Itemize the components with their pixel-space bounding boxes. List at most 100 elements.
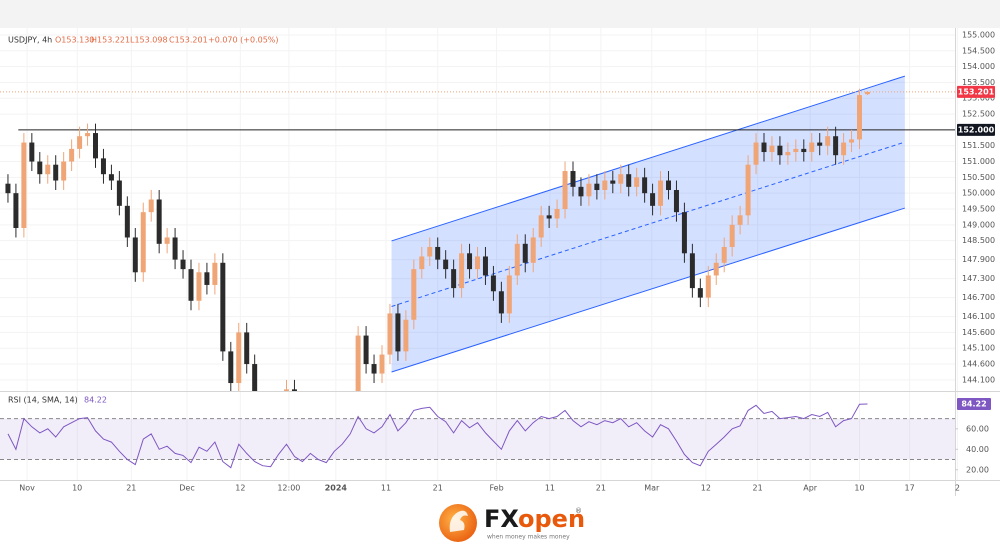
candle-body: [53, 164, 59, 181]
x-tick-label: 10: [72, 484, 82, 493]
y-tick-label: 153.000: [962, 94, 995, 103]
x-tick-label: 17: [905, 484, 915, 493]
candle-body: [777, 145, 783, 156]
rsi-title: RSI (14, SMA, 14): [8, 396, 78, 405]
candle-body: [498, 291, 504, 314]
rsi-last-label: 84.22: [961, 400, 986, 409]
candle-body: [849, 139, 855, 143]
x-tick-label: 2024: [325, 484, 348, 493]
candle-body: [291, 389, 297, 391]
candle-body: [658, 180, 664, 206]
x-tick-label: Apr: [803, 484, 818, 493]
rsi-line: [7, 403, 868, 469]
candle-body: [435, 246, 441, 260]
x-tick-label: 12: [235, 484, 245, 493]
level-tag: [957, 123, 995, 136]
price-pane: [0, 75, 955, 391]
candle-body: [196, 272, 202, 301]
y-tick-label: 146.700: [962, 293, 995, 302]
candle-body: [857, 95, 862, 140]
candle-body: [745, 164, 751, 216]
x-tick-label: 21: [753, 484, 763, 493]
candle-body: [522, 243, 528, 263]
y-tick-label: 144.100: [962, 375, 995, 384]
candle-body: [530, 237, 536, 263]
candle-body: [506, 275, 512, 314]
candle-body: [212, 262, 218, 285]
logo-brand-right: open: [518, 505, 585, 533]
logo-tagline: when money makes money: [487, 534, 570, 541]
chart-area: [0, 28, 1000, 496]
candle-body: [116, 180, 122, 206]
y-tick-label: 149.500: [962, 205, 995, 214]
logo-mark: ®: [575, 507, 582, 515]
candle-body: [371, 364, 377, 374]
candle-body: [467, 253, 473, 270]
x-tick-label: 12: [701, 484, 711, 493]
x-tick-label: Dec: [179, 484, 194, 493]
candle-body: [93, 133, 98, 159]
candle-body: [562, 171, 568, 209]
candle-body: [124, 205, 130, 238]
candle-body: [626, 174, 632, 187]
candle-body: [546, 215, 552, 219]
ohlc-change: +0.070 (+0.05%): [208, 36, 279, 45]
channel-middle: [391, 141, 906, 307]
candle-body: [570, 171, 576, 187]
rsi-tick-label: 20.00: [966, 465, 989, 474]
candle-body: [21, 142, 27, 228]
candle-body: [689, 253, 695, 289]
x-tick-label: 10: [854, 484, 864, 493]
candle-body: [204, 272, 210, 285]
x-tick-label: Feb: [490, 484, 504, 493]
last-price-label: 153.201: [958, 87, 995, 96]
candle-body: [490, 275, 496, 292]
candle-body: [156, 199, 162, 244]
candle-body: [697, 288, 703, 298]
candle-body: [586, 183, 592, 197]
candle-body: [793, 148, 799, 153]
candle-body: [578, 186, 584, 197]
candle-body: [482, 256, 488, 276]
rsi-band: [0, 418, 955, 460]
candle-body: [666, 180, 671, 191]
candle-body: [236, 332, 242, 384]
candle-body: [355, 335, 361, 391]
candle-body: [809, 142, 815, 153]
candle-body: [650, 193, 656, 206]
candle-body: [29, 142, 35, 162]
x-tick-label: 21: [126, 484, 136, 493]
x-tick-label: 2: [955, 484, 960, 493]
x-tick-label: 11: [545, 484, 555, 493]
symbol: USDJPY, 4h: [8, 36, 52, 45]
candle-body: [713, 262, 719, 276]
rsi-tick-label: 40.00: [966, 445, 989, 454]
ohlc-high: H153.221: [91, 36, 130, 45]
candle-body: [13, 193, 19, 228]
candle-body: [634, 177, 640, 187]
y-tick-label: 151.000: [962, 157, 995, 166]
y-tick-label: 147.900: [962, 255, 995, 264]
candle-body: [610, 180, 616, 184]
channel-lower: [391, 207, 906, 373]
candle-body: [594, 183, 600, 191]
channel-upper: [391, 75, 906, 242]
y-tick-label: 148.500: [962, 236, 995, 245]
candle-body: [132, 237, 138, 273]
candle-body: [864, 91, 870, 95]
x-tick-label: 21: [433, 484, 443, 493]
candle-body: [148, 199, 154, 213]
candle-body: [363, 335, 369, 365]
top-strip: [0, 0, 1000, 28]
candle-body: [514, 243, 520, 276]
candle-body: [602, 180, 608, 191]
x-tick-label: Mar: [644, 484, 660, 493]
candle-body: [475, 256, 480, 270]
x-tick-label: 21: [596, 484, 606, 493]
candle-body: [554, 209, 560, 219]
last-price-tag: [957, 85, 995, 98]
x-tick-label: Nov: [19, 484, 35, 493]
rsi-last-tag: [957, 398, 991, 411]
candle-body: [379, 354, 385, 374]
candle-body: [37, 161, 43, 175]
